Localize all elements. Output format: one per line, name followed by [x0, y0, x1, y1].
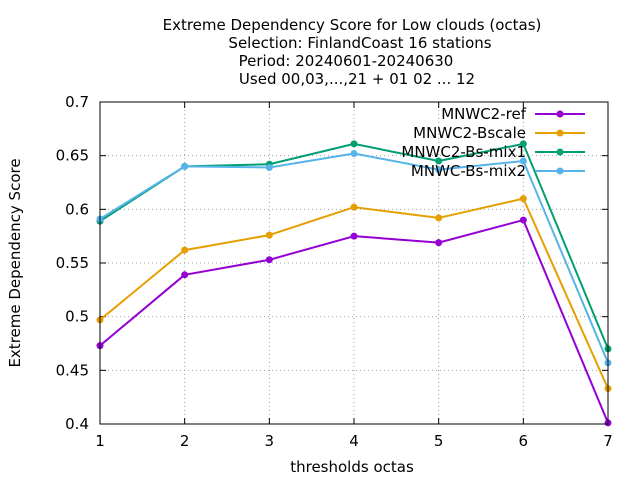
data-point	[435, 157, 443, 165]
title-line-4: Used 00,03,...,21 + 01 02 ... 12	[239, 70, 475, 88]
plot-frame	[99, 101, 609, 425]
legend-entry: MNWC2-ref	[441, 105, 585, 123]
x-tick-label: 5	[434, 432, 444, 450]
data-point	[265, 231, 273, 239]
series-lines	[96, 140, 612, 427]
data-point	[519, 157, 527, 165]
x-tick-label: 2	[180, 432, 190, 450]
x-tick-label: 6	[519, 432, 529, 450]
series-4	[96, 150, 612, 367]
data-point	[265, 163, 273, 171]
legend-swatch-marker	[556, 148, 564, 156]
y-tick-labels: 0.4 0.45 0.5 0.55 0.6 0.65 0.7	[56, 93, 89, 433]
data-point	[350, 203, 358, 211]
chart-title: Extreme Dependency Score for Low clouds …	[163, 16, 542, 88]
x-tick-label: 1	[95, 432, 105, 450]
series-1	[96, 216, 612, 427]
data-point	[181, 246, 189, 254]
legend-swatch-marker	[556, 110, 564, 118]
data-point	[350, 232, 358, 240]
x-tick-labels: 1 2 3 4 5 6 7	[95, 432, 613, 450]
y-tick-label: 0.55	[56, 254, 89, 272]
data-point	[181, 271, 189, 279]
data-point	[435, 214, 443, 222]
y-tick-label: 0.6	[65, 200, 89, 218]
legend-label: MNWC2-ref	[441, 105, 526, 123]
data-point	[350, 150, 358, 158]
legend-label: MNWC2-Bscale	[413, 124, 526, 142]
legend-entry: MNWC-Bs-mix2	[411, 162, 585, 180]
title-line-1: Extreme Dependency Score for Low clouds …	[163, 16, 542, 34]
y-tick-label: 0.4	[65, 415, 89, 433]
y-tick-label: 0.7	[65, 93, 89, 111]
data-point	[350, 140, 358, 148]
data-point	[181, 162, 189, 170]
legend-entry: MNWC2-Bs-mix1	[401, 143, 585, 161]
x-tick-label: 3	[265, 432, 275, 450]
data-point	[519, 140, 527, 148]
legend-label: MNWC2-Bs-mix1	[401, 143, 526, 161]
legend-label: MNWC-Bs-mix2	[411, 162, 526, 180]
legend-swatch-marker	[556, 167, 564, 175]
title-line-3: Period: 20240601-20240630	[239, 52, 454, 70]
legend-entry: MNWC2-Bscale	[413, 124, 585, 142]
data-point	[519, 195, 527, 203]
title-line-2: Selection: FinlandCoast 16 stations	[228, 34, 491, 52]
data-point	[435, 239, 443, 247]
x-tick-label: 7	[603, 432, 613, 450]
legend-swatch-marker	[556, 129, 564, 137]
y-tick-label: 0.5	[65, 308, 89, 326]
y-tick-label: 0.45	[56, 361, 89, 379]
series-line	[99, 197, 609, 389]
legend: MNWC2-refMNWC2-BscaleMNWC2-Bs-mix1MNWC-B…	[401, 105, 585, 180]
data-point	[435, 166, 443, 174]
y-axis-label: Extreme Dependency Score	[6, 158, 24, 367]
y-tick-label: 0.65	[56, 147, 89, 165]
x-axis-label: thresholds octas	[290, 458, 414, 476]
x-tick-label: 4	[349, 432, 359, 450]
data-point	[265, 256, 273, 264]
data-point	[519, 216, 527, 224]
